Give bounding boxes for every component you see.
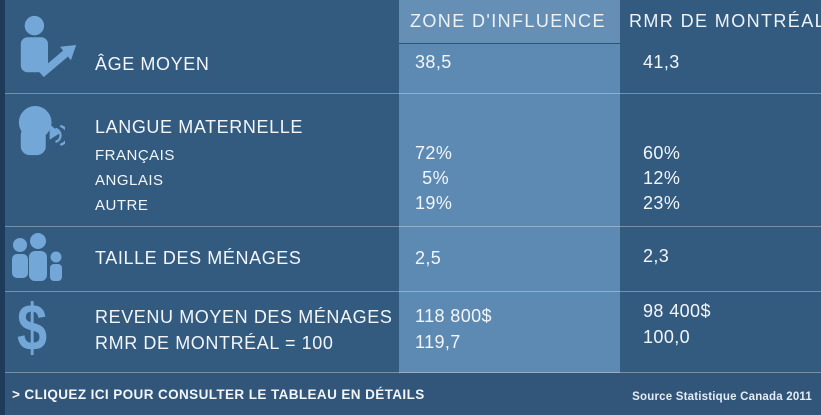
value-revenu-rmr: 98 400$ <box>643 301 711 321</box>
row-divider <box>5 291 821 292</box>
zone-influence-header-band <box>399 0 620 43</box>
column-header-rmr-montreal: RMR DE MONTRÉAL <box>629 11 821 31</box>
footer-bar <box>5 373 821 415</box>
value-anglais-rmr: 12% <box>643 168 681 188</box>
speaking-head-icon <box>15 103 65 161</box>
row-label-age-moyen: ÂGE MOYEN <box>95 54 210 74</box>
row-label-revenu-moyen: REVENU MOYEN DES MÉNAGES <box>95 307 393 327</box>
left-accent-bar <box>0 0 5 415</box>
zone-influence-column-highlight <box>399 0 620 373</box>
row-label-taille-menages: TAILLE DES MÉNAGES <box>95 248 302 268</box>
row-divider <box>5 93 821 94</box>
value-francais-zone: 72% <box>415 143 453 163</box>
family-icon <box>11 233 69 285</box>
value-age-rmr: 41,3 <box>643 52 680 72</box>
row-divider <box>5 372 821 373</box>
value-francais-rmr: 60% <box>643 143 681 163</box>
value-anglais-zone: 5% <box>422 168 449 188</box>
source-note: Source Statistique Canada 2011 <box>632 391 812 403</box>
sub-label-anglais: ANGLAIS <box>95 172 164 189</box>
details-table-link[interactable]: > CLIQUEZ ICI POUR CONSULTER LE TABLEAU … <box>12 387 425 402</box>
value-revenu-zone: 118 800$ <box>415 306 492 326</box>
value-indice-rmr: 100,0 <box>643 327 691 347</box>
row-label-langue-maternelle: LANGUE MATERNELLE <box>95 117 303 137</box>
header-divider-line <box>399 43 620 44</box>
value-autre-zone: 19% <box>415 193 453 213</box>
value-age-zone: 38,5 <box>415 52 452 72</box>
value-indice-zone: 119,7 <box>415 332 461 352</box>
person-growth-arrow-icon <box>14 15 82 79</box>
value-autre-rmr: 23% <box>643 193 681 213</box>
column-header-zone-influence: ZONE D'INFLUENCE <box>410 11 606 31</box>
value-menages-zone: 2,5 <box>415 248 442 268</box>
sub-label-francais: FRANÇAIS <box>95 147 175 164</box>
dollar-icon: $ <box>17 290 48 364</box>
row-label-rmr-base-100: RMR DE MONTRÉAL = 100 <box>95 333 334 353</box>
value-menages-rmr: 2,3 <box>643 246 670 266</box>
sub-label-autre: AUTRE <box>95 197 149 214</box>
row-divider <box>5 226 821 227</box>
